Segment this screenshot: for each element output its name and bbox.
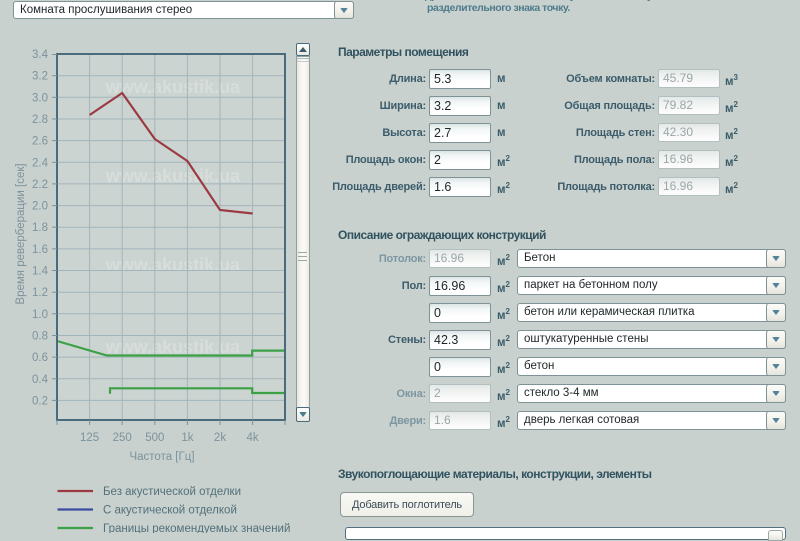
svg-text:500: 500	[145, 432, 164, 444]
svg-text:3.4: 3.4	[32, 49, 49, 61]
svg-text:1.6: 1.6	[32, 244, 48, 256]
svg-text:Частота [Гц]: Частота [Гц]	[129, 451, 194, 463]
svg-text:1.0: 1.0	[32, 309, 48, 321]
svg-text:3.0: 3.0	[32, 92, 48, 104]
svg-text:4k: 4k	[247, 432, 259, 444]
svg-text:Время реверберации [сек]: Время реверберации [сек]	[15, 163, 27, 304]
svg-text:2k: 2k	[214, 432, 226, 444]
svg-text:Границы рекомендуемых значений: Границы рекомендуемых значений	[103, 523, 290, 533]
svg-text:Без акустической отделки: Без акустической отделки	[103, 486, 241, 498]
svg-text:3.2: 3.2	[32, 71, 48, 83]
svg-text:2.2: 2.2	[32, 179, 48, 191]
svg-text:250: 250	[113, 432, 132, 444]
svg-text:2.0: 2.0	[32, 201, 48, 213]
svg-text:1.8: 1.8	[32, 222, 48, 234]
svg-text:125: 125	[80, 432, 99, 444]
svg-text:1.2: 1.2	[32, 287, 48, 299]
svg-text:0.4: 0.4	[32, 374, 49, 386]
svg-text:2.6: 2.6	[32, 136, 48, 148]
svg-text:2.8: 2.8	[32, 114, 48, 126]
svg-text:www.akustik.ua: www.akustik.ua	[105, 337, 241, 357]
svg-text:www.akustik.ua: www.akustik.ua	[105, 77, 241, 97]
svg-text:0.6: 0.6	[32, 352, 48, 364]
svg-text:0.2: 0.2	[32, 395, 48, 407]
svg-text:1k: 1k	[181, 432, 193, 444]
svg-text:С акустической отделкой: С акустической отделкой	[103, 505, 237, 517]
svg-text:2.4: 2.4	[32, 157, 49, 169]
svg-text:0.8: 0.8	[32, 331, 48, 343]
svg-text:1.4: 1.4	[32, 266, 49, 278]
svg-text:www.akustik.ua: www.akustik.ua	[105, 255, 241, 275]
svg-text:www.akustik.ua: www.akustik.ua	[105, 166, 241, 186]
